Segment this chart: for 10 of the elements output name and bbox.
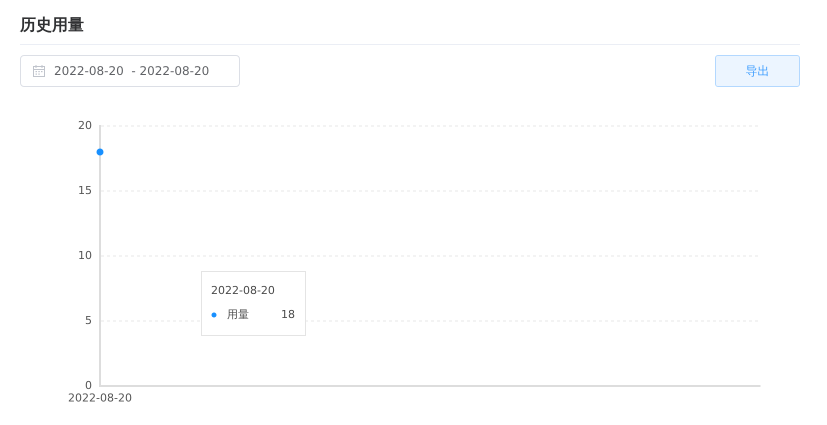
y-tick-label: 20	[78, 118, 92, 132]
text: 18	[281, 308, 295, 321]
chart-title: 历史用量	[20, 14, 84, 36]
date-range-field[interactable]: 2022-08-20 - 2022-08-20	[20, 55, 240, 87]
legend-label: 用量	[227, 308, 249, 321]
category-label: 2022-08-20	[211, 284, 275, 297]
y-tick-label: 15	[78, 184, 92, 197]
y-tick-label: 10	[78, 248, 92, 262]
y-tick-label: 0	[85, 378, 92, 392]
y-tick-label: 5	[85, 314, 92, 327]
